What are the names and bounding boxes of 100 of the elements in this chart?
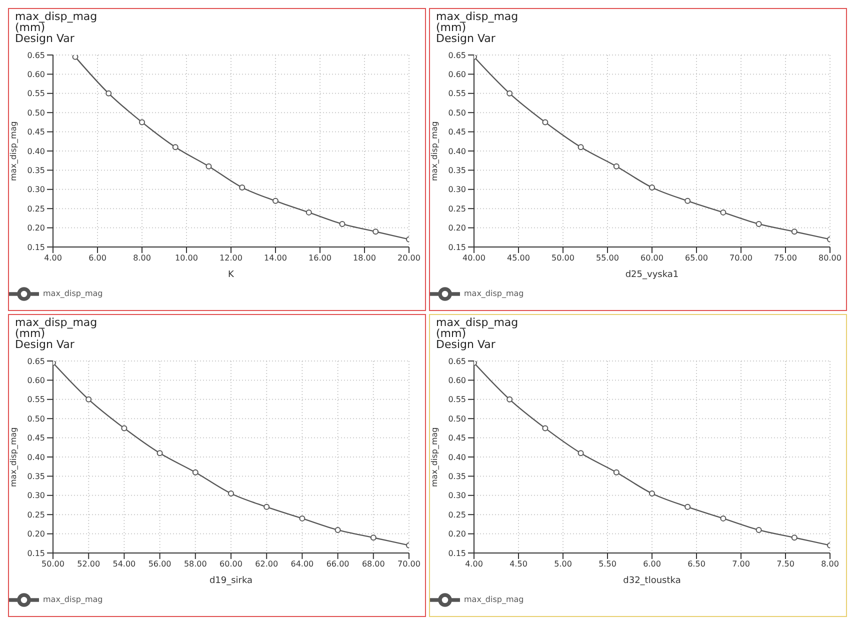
point bbox=[578, 450, 584, 456]
x-tick-label: 80.00 bbox=[818, 254, 842, 263]
chart-subtitle: (mm) bbox=[15, 327, 46, 340]
y-tick-label: 0.55 bbox=[448, 395, 466, 404]
y-tick-label: 0.20 bbox=[27, 224, 45, 233]
x-tick-label: 58.00 bbox=[184, 560, 207, 569]
y-tick-label: 0.35 bbox=[27, 472, 45, 482]
text: Design Var bbox=[436, 32, 496, 45]
x-tick-label: 16.00 bbox=[308, 254, 332, 263]
point bbox=[156, 450, 163, 456]
chart-subtitle: (mm) bbox=[436, 327, 466, 340]
point bbox=[370, 534, 376, 541]
chart-title: max_disp_mag bbox=[436, 316, 518, 329]
x-tick-label: 7.00 bbox=[732, 560, 750, 569]
x-tick-label: 6.00 bbox=[88, 254, 106, 263]
point bbox=[791, 228, 798, 235]
y-axis-title: max_disp_mag bbox=[430, 427, 439, 487]
legend-label: max_disp_mag bbox=[43, 289, 103, 298]
y-tick-label: 0.45 bbox=[27, 434, 45, 443]
x-tick-label: 4.50 bbox=[510, 560, 528, 569]
x-tick-label: 70.00 bbox=[730, 254, 752, 263]
x-tick-label: 6.00 bbox=[643, 560, 661, 569]
x-tick-label: 50.00 bbox=[552, 254, 574, 263]
y-tick-label: 0.55 bbox=[27, 89, 45, 98]
x-tick-label: 55.00 bbox=[596, 254, 619, 263]
y-tick-label: 0.25 bbox=[448, 204, 466, 214]
x-tick-label: 60.00 bbox=[220, 560, 242, 569]
x-tick-label: 7.50 bbox=[776, 560, 794, 569]
x-tick-label: 56.00 bbox=[148, 560, 172, 569]
x-tick-label: 65.00 bbox=[685, 254, 708, 263]
y-tick-label: 0.30 bbox=[448, 491, 466, 500]
y-tick-label: 0.25 bbox=[448, 510, 466, 520]
point bbox=[756, 220, 762, 227]
x-tick-label: 52.00 bbox=[77, 560, 100, 569]
point bbox=[339, 220, 346, 227]
point bbox=[372, 228, 379, 235]
x-tick-label: 54.00 bbox=[112, 560, 136, 569]
x-tick-label: 40.00 bbox=[462, 254, 486, 263]
x-tick-label: 45.00 bbox=[507, 254, 530, 263]
x-tick-label: 6.50 bbox=[688, 560, 706, 569]
y-tick-label: 0.30 bbox=[27, 491, 45, 500]
x-tick-label: 66.00 bbox=[326, 560, 350, 569]
y-tick-label: 0.30 bbox=[448, 185, 466, 194]
y-axis-title: max_disp_mag bbox=[8, 427, 18, 487]
point bbox=[506, 396, 513, 402]
point bbox=[264, 504, 270, 510]
y-tick-label: 0.30 bbox=[27, 185, 45, 194]
point bbox=[720, 515, 726, 522]
point bbox=[299, 515, 306, 522]
point bbox=[272, 198, 278, 204]
point bbox=[86, 396, 92, 402]
y-tick-label: 0.40 bbox=[27, 452, 45, 462]
x-axis-title: d19_sirka bbox=[209, 576, 253, 586]
x-tick-label: 20.00 bbox=[398, 254, 420, 263]
legend-label: max_disp_mag bbox=[464, 595, 524, 604]
x-tick-label: 18.00 bbox=[353, 254, 376, 263]
x-axis-title: d32_tloustka bbox=[623, 576, 681, 586]
text: Design Var bbox=[15, 32, 76, 45]
y-axis-title: max_disp_mag bbox=[8, 121, 18, 181]
y-tick-label: 0.65 bbox=[448, 50, 466, 60]
legend-label: max_disp_mag bbox=[43, 595, 103, 604]
point bbox=[684, 504, 691, 510]
y-tick-label: 0.35 bbox=[448, 472, 466, 482]
y-tick-label: 0.25 bbox=[27, 204, 45, 214]
point bbox=[106, 90, 112, 96]
point bbox=[239, 184, 246, 190]
y-tick-label: 0.50 bbox=[27, 108, 45, 118]
y-tick-label: 0.60 bbox=[27, 70, 45, 80]
point bbox=[306, 209, 312, 216]
y-tick-label: 0.65 bbox=[27, 356, 45, 366]
x-tick-label: 12.00 bbox=[220, 254, 242, 263]
y-tick-label: 0.45 bbox=[27, 128, 45, 137]
x-tick-label: 5.50 bbox=[598, 560, 616, 569]
x-tick-label: 5.00 bbox=[554, 560, 572, 569]
y-tick-label: 0.15 bbox=[27, 242, 45, 252]
y-tick-label: 0.65 bbox=[27, 50, 45, 60]
y-tick-label: 0.45 bbox=[448, 128, 466, 137]
chart-subtitle: (mm) bbox=[436, 21, 466, 34]
y-tick-label: 0.60 bbox=[27, 376, 45, 386]
x-tick-label: 8.00 bbox=[133, 254, 151, 263]
x-tick-label: 4.00 bbox=[465, 560, 483, 569]
y-tick-label: 0.20 bbox=[448, 530, 466, 539]
point bbox=[228, 490, 234, 496]
text: Design Var bbox=[15, 338, 76, 351]
y-tick-label: 0.20 bbox=[448, 224, 466, 233]
y-tick-label: 0.40 bbox=[448, 146, 466, 156]
point bbox=[334, 526, 341, 533]
point bbox=[791, 534, 798, 541]
y-tick-label: 0.60 bbox=[448, 70, 466, 80]
point bbox=[684, 198, 691, 204]
y-tick-label: 0.20 bbox=[27, 530, 45, 539]
point bbox=[613, 469, 620, 476]
y-tick-label: 0.35 bbox=[27, 166, 45, 176]
chart-title: max_disp_mag bbox=[15, 10, 98, 23]
x-tick-label: 68.00 bbox=[362, 560, 385, 569]
legend-label: max_disp_mag bbox=[464, 289, 524, 298]
y-tick-label: 0.15 bbox=[448, 548, 466, 558]
point bbox=[649, 184, 655, 190]
point bbox=[206, 163, 212, 170]
y-tick-label: 0.50 bbox=[27, 414, 45, 424]
